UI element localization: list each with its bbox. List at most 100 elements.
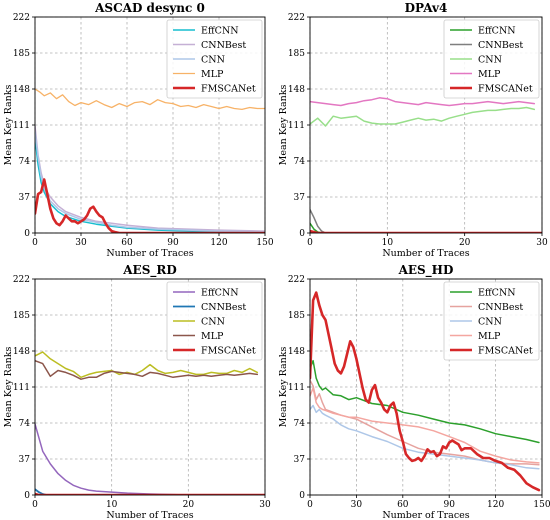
y-tick-label: 148 xyxy=(13,347,30,357)
y-tick-label: 0 xyxy=(299,229,305,239)
x-tick-label: 20 xyxy=(183,500,195,510)
y-tick-label: 111 xyxy=(13,121,30,131)
y-tick-label: 37 xyxy=(19,455,31,465)
y-tick-label: 185 xyxy=(288,311,305,321)
x-tick-label: 10 xyxy=(106,500,118,510)
legend: EffCNN CNNBest CNN MLP FMSCANet xyxy=(166,281,263,361)
y-tick-label: 37 xyxy=(294,455,306,465)
y-tick-label: 74 xyxy=(19,419,31,429)
y-axis-label: Mean Key Ranks xyxy=(278,346,289,427)
y-tick-label: 37 xyxy=(294,193,306,203)
legend-label-fmscanet: FMSCANet xyxy=(478,346,533,357)
x-tick-label: 30 xyxy=(259,500,271,510)
y-tick-label: 74 xyxy=(294,419,306,429)
legend: EffCNN CNNBest CNN MLP FMSCANet xyxy=(166,19,263,99)
x-tick-label: 0 xyxy=(307,500,313,510)
chart-title: ASCAD desync 0 xyxy=(94,1,205,15)
legend-label-mlp: MLP xyxy=(478,69,501,80)
x-tick-label: 10 xyxy=(382,238,394,248)
y-tick-label: 0 xyxy=(24,229,30,239)
y-tick-label: 37 xyxy=(19,193,31,203)
series-line-effcnn xyxy=(310,359,540,444)
legend: EffCNN CNNBest CNN MLP FMSCANet xyxy=(443,19,540,99)
x-axis-label: Number of Traces xyxy=(382,248,469,259)
series-line-mlp xyxy=(35,359,259,380)
y-tick-label: 222 xyxy=(13,275,30,285)
x-tick-label: 0 xyxy=(32,238,38,248)
y-tick-label: 74 xyxy=(294,157,306,167)
legend-box xyxy=(166,281,263,361)
chart-title: AES_HD xyxy=(398,263,454,278)
series-line-mlp xyxy=(35,88,265,111)
legend-label-effcnn: EffCNN xyxy=(478,26,516,37)
legend: EffCNN CNNBest CNN MLP FMSCANet xyxy=(443,281,540,361)
x-tick-label: 150 xyxy=(256,238,273,248)
x-tick-label: 120 xyxy=(210,238,227,248)
series-group xyxy=(310,97,542,233)
x-tick-label: 60 xyxy=(121,238,133,248)
x-tick-label: 90 xyxy=(167,238,179,248)
chart-panel-4: 0 30 60 90 120 150 0 37 74 111 148 185 222 AES_HD Numb… xyxy=(278,263,550,520)
chart-panel-3: 0 10 20 30 0 37 74 111 148 185 222 AES_RD Number of … xyxy=(3,263,271,520)
legend-label-effcnn: EffCNN xyxy=(201,288,239,299)
legend-label-cnnbest: CNNBest xyxy=(201,40,246,51)
legend-label-effcnn: EffCNN xyxy=(201,26,239,37)
x-axis-label: Number of Traces xyxy=(382,510,469,520)
y-tick-label: 111 xyxy=(288,383,305,393)
x-tick-label: 30 xyxy=(75,238,87,248)
legend-label-effcnn: EffCNN xyxy=(478,288,516,299)
chart-panel-1: 0 30 60 90 120 150 0 37 74 111 148 185 222 ASCAD desy… xyxy=(3,1,274,259)
legend-label-mlp: MLP xyxy=(201,69,224,80)
series-line-cnn xyxy=(310,106,536,127)
y-tick-label: 74 xyxy=(19,157,31,167)
x-tick-label: 120 xyxy=(487,500,504,510)
chart-title: AES_RD xyxy=(122,263,177,278)
legend-label-cnnbest: CNNBest xyxy=(478,302,523,313)
x-axis-label: Number of Traces xyxy=(106,248,193,259)
legend-box xyxy=(443,19,540,99)
legend-label-cnn: CNN xyxy=(201,55,225,66)
series-line-cnn xyxy=(35,351,259,379)
y-tick-label: 222 xyxy=(288,275,305,285)
y-tick-label: 185 xyxy=(288,49,305,59)
x-tick-label: 20 xyxy=(459,238,471,248)
y-tick-label: 148 xyxy=(288,85,305,95)
y-tick-label: 0 xyxy=(299,491,305,501)
legend-label-cnn: CNN xyxy=(478,317,502,328)
y-tick-label: 185 xyxy=(13,49,30,59)
legend-label-fmscanet: FMSCANet xyxy=(201,84,256,95)
y-tick-label: 222 xyxy=(13,13,30,23)
legend-label-cnnbest: CNNBest xyxy=(201,302,246,313)
legend-label-mlp: MLP xyxy=(478,331,501,342)
legend-label-fmscanet: FMSCANet xyxy=(478,84,533,95)
legend-label-fmscanet: FMSCANet xyxy=(201,346,256,357)
series-line-fmscanet xyxy=(35,492,265,495)
series-line-effcnn xyxy=(310,222,542,233)
legend-box xyxy=(443,281,540,361)
series-group xyxy=(310,291,541,492)
chart-panel-2: 0 10 20 30 0 37 74 111 148 185 222 DPAv4 Number of T… xyxy=(278,1,548,259)
series-group xyxy=(35,351,265,495)
x-tick-label: 150 xyxy=(533,500,550,510)
y-tick-label: 222 xyxy=(288,13,305,23)
series-group xyxy=(35,88,265,233)
x-tick-label: 60 xyxy=(397,500,409,510)
y-tick-label: 111 xyxy=(13,383,30,393)
x-tick-label: 30 xyxy=(351,500,363,510)
series-line-fmscanet xyxy=(310,291,541,492)
legend-label-cnn: CNN xyxy=(201,317,225,328)
y-axis-label: Mean Key Ranks xyxy=(278,84,289,165)
y-tick-label: 185 xyxy=(13,311,30,321)
series-line-mlp xyxy=(310,97,536,107)
x-axis-label: Number of Traces xyxy=(106,510,193,520)
y-axis-label: Mean Key Ranks xyxy=(3,346,14,427)
y-tick-label: 111 xyxy=(288,121,305,131)
y-tick-label: 148 xyxy=(288,347,305,357)
legend-box xyxy=(166,19,263,99)
series-line-cnnbest xyxy=(35,125,265,232)
series-line-effcnn xyxy=(35,423,265,495)
x-tick-label: 30 xyxy=(536,238,548,248)
series-line-mlp xyxy=(310,387,540,464)
y-axis-label: Mean Key Ranks xyxy=(3,84,14,165)
